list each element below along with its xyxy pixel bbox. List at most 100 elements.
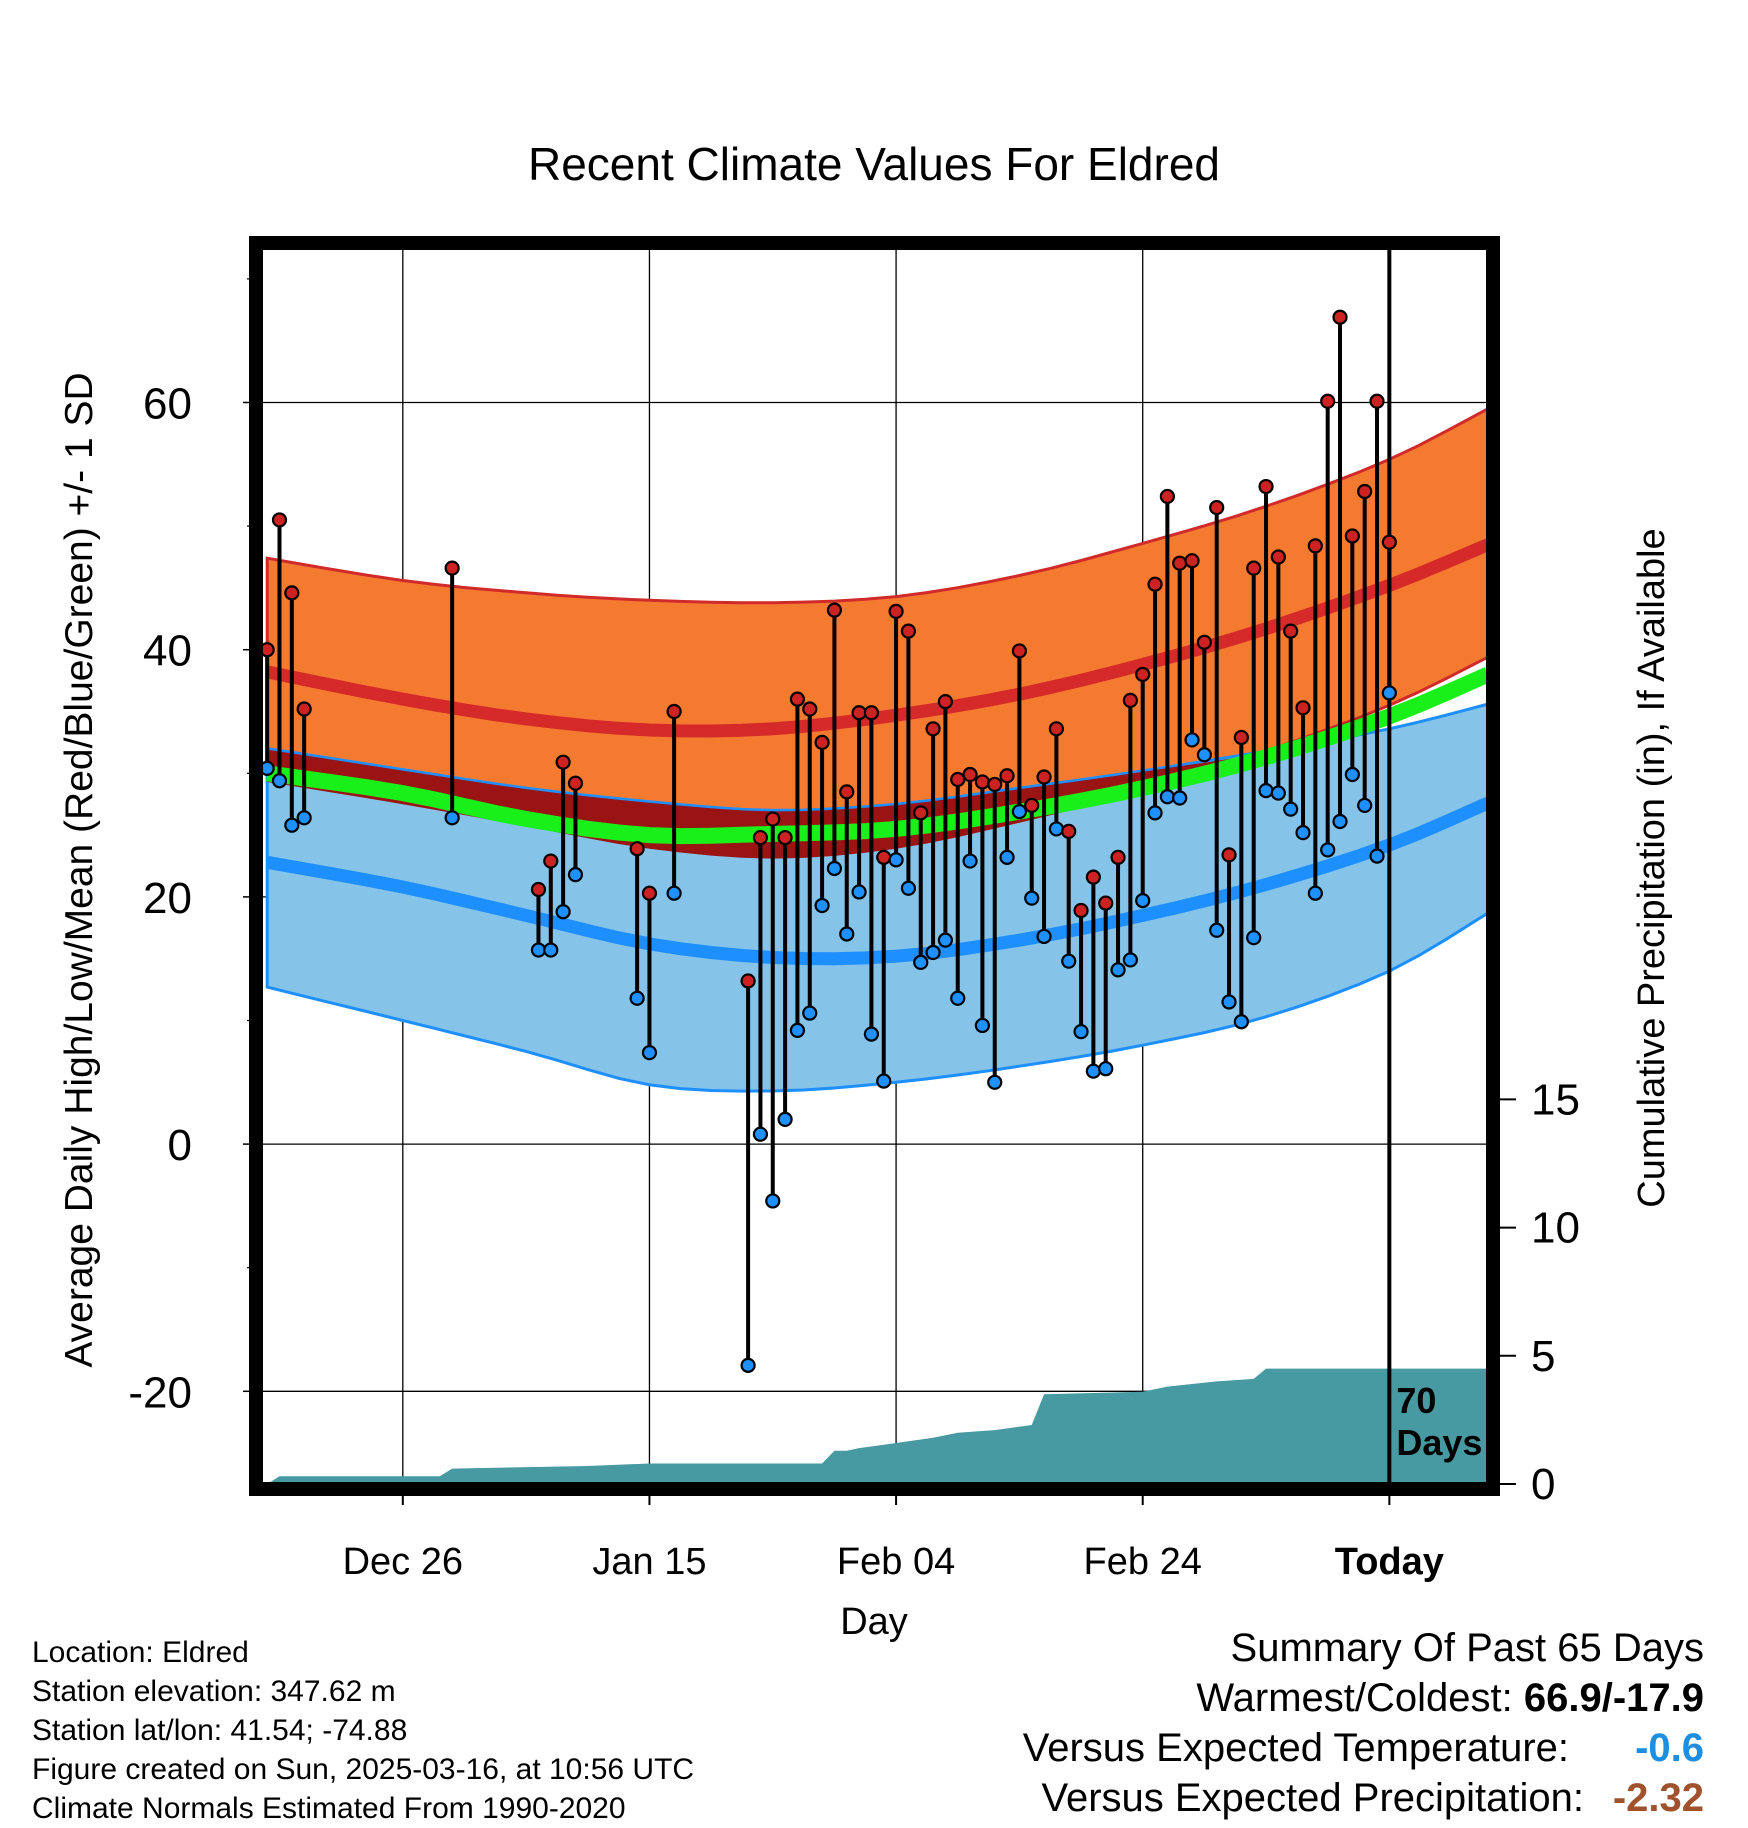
daily-low-point xyxy=(555,904,571,920)
daily-high-point xyxy=(1196,634,1212,650)
today-days-label: Days xyxy=(1396,1422,1482,1463)
daily-low-point xyxy=(1196,747,1212,763)
y-tick-label: 20 xyxy=(143,874,192,923)
x-tick-label: Feb 24 xyxy=(1084,1541,1202,1583)
daily-high-point xyxy=(555,754,571,770)
daily-high-point xyxy=(1110,849,1126,865)
daily-low-point xyxy=(950,990,966,1006)
daily-high-point xyxy=(629,841,645,857)
daily-high-point xyxy=(543,853,559,869)
daily-low-point xyxy=(629,990,645,1006)
daily-high-point xyxy=(1283,623,1299,639)
daily-low-point xyxy=(863,1026,880,1042)
daily-high-point xyxy=(950,771,966,788)
normal-low-line xyxy=(266,797,1488,966)
daily-high-point xyxy=(826,602,843,618)
daily-low-point xyxy=(987,1074,1003,1090)
latlon-text: Station lat/lon: 41.54; -74.88 xyxy=(32,1714,408,1747)
daily-high-point xyxy=(1258,478,1274,495)
daily-high-point xyxy=(839,784,855,800)
daily-low-point xyxy=(1085,1063,1101,1079)
location-text: Location: Eldred xyxy=(32,1636,249,1669)
normals-text: Climate Normals Estimated From 1990-2020 xyxy=(32,1792,626,1825)
vs-temp-label: Versus Expected Temperature: xyxy=(1022,1726,1569,1770)
y-right-tick-label: 15 xyxy=(1531,1075,1580,1124)
daily-low-point xyxy=(1307,885,1323,901)
daily-low-point xyxy=(999,849,1015,865)
daily-low-point xyxy=(1233,1014,1249,1030)
daily-low-point xyxy=(444,810,460,826)
warmest-coldest-row: Warmest/Coldest: 66.9/-17.9 xyxy=(1023,1673,1704,1723)
daily-low-point xyxy=(1221,994,1237,1010)
daily-low-point xyxy=(913,954,929,971)
daily-low-point xyxy=(1061,953,1077,969)
daily-high-point xyxy=(284,585,300,601)
daily-low-point xyxy=(1147,805,1163,821)
daily-high-point xyxy=(752,829,769,846)
station-info: Location: Eldred Station elevation: 347.… xyxy=(32,1633,694,1828)
today-days-label: 70 xyxy=(1396,1380,1436,1421)
daily-low-point xyxy=(1332,813,1348,830)
daily-low-point xyxy=(1172,790,1188,806)
y-right-tick-label: 0 xyxy=(1531,1460,1555,1509)
daily-low-point xyxy=(271,773,288,789)
daily-low-point xyxy=(1369,848,1385,864)
daily-high-point xyxy=(913,805,929,821)
daily-high-point xyxy=(1147,576,1163,592)
daily-high-point xyxy=(789,691,806,707)
daily-high-point xyxy=(925,721,941,737)
x-axis-label: Day xyxy=(840,1601,908,1643)
daily-low-point xyxy=(740,1357,756,1373)
daily-high-point xyxy=(1381,534,1397,550)
daily-low-point xyxy=(1209,922,1225,938)
created-text: Figure created on Sun, 2025-03-16, at 10… xyxy=(32,1753,695,1786)
daily-high-point xyxy=(937,694,954,710)
daily-high-point xyxy=(1011,643,1027,659)
daily-high-point xyxy=(1209,499,1225,516)
daily-high-point xyxy=(666,703,682,720)
warmest-coldest-label: Warmest/Coldest: xyxy=(1196,1676,1513,1720)
daily-low-point xyxy=(1295,825,1311,841)
daily-high-point xyxy=(876,849,892,865)
daily-high-point xyxy=(271,512,288,528)
daily-low-point xyxy=(296,810,312,826)
daily-high-point xyxy=(814,734,830,751)
x-tick-label: Today xyxy=(1335,1541,1444,1583)
daily-high-point xyxy=(1061,823,1077,839)
daily-low-point xyxy=(937,932,954,948)
daily-low-point xyxy=(1344,766,1360,783)
summary-panel: Summary Of Past 65 Days Warmest/Coldest:… xyxy=(1023,1623,1704,1823)
y-axis-label: Average Daily High/Low/Mean (Red/Blue/Gr… xyxy=(58,372,101,1367)
vs-temp-value: -0.6 xyxy=(1635,1726,1704,1770)
daily-low-point xyxy=(826,860,843,877)
daily-low-point xyxy=(925,944,941,961)
daily-low-point xyxy=(567,867,584,883)
daily-high-point xyxy=(1073,902,1089,919)
daily-high-point xyxy=(567,775,584,791)
daily-low-point xyxy=(1381,685,1397,701)
y-right-tick-label: 10 xyxy=(1531,1204,1580,1253)
daily-high-point xyxy=(777,829,793,846)
daily-low-point xyxy=(752,1126,769,1142)
daily-low-point xyxy=(765,1193,781,1209)
daily-high-point xyxy=(888,603,904,619)
y-right-axis-label: Cumulative Precipitation (in), If Availa… xyxy=(1631,528,1673,1207)
daily-high-point xyxy=(1369,393,1385,409)
daily-high-point xyxy=(863,705,880,721)
y-tick-label: 60 xyxy=(143,380,192,429)
daily-high-point xyxy=(530,881,547,898)
overlap-band xyxy=(267,657,1488,859)
daily-high-point xyxy=(1307,538,1323,554)
x-tick-label: Jan 15 xyxy=(592,1541,706,1583)
daily-high-point xyxy=(296,701,312,717)
daily-low-point xyxy=(1357,797,1373,814)
daily-low-point xyxy=(777,1111,793,1127)
daily-high-point xyxy=(1036,769,1052,785)
y-tick-label: 40 xyxy=(143,627,192,676)
daily-high-point xyxy=(900,623,917,639)
warmest-coldest-value: 66.9/-17.9 xyxy=(1523,1676,1704,1720)
daily-low-point xyxy=(1122,952,1138,968)
vs-precip-row: Versus Expected Precipitation: -2.32 xyxy=(1023,1773,1704,1823)
daily-high-point xyxy=(1172,555,1188,571)
daily-high-point xyxy=(1357,483,1373,500)
